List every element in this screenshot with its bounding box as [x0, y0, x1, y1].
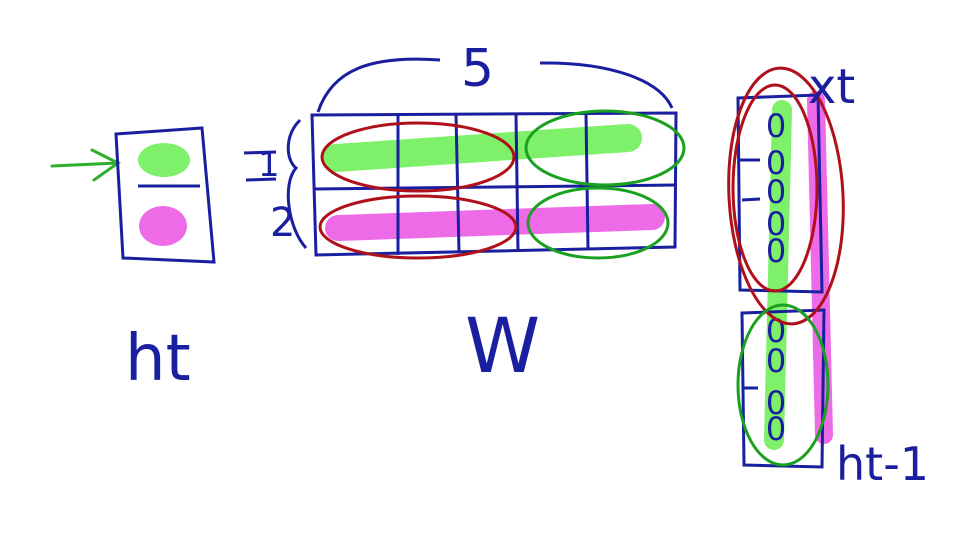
- matrix-group-rings: [318, 109, 686, 260]
- red-ring-inner: [731, 83, 819, 293]
- h-t-magenta-entry: [139, 206, 187, 246]
- x-t-box: [736, 93, 824, 294]
- row-one-label: 1: [258, 145, 280, 185]
- vector-entry: 0: [766, 205, 786, 243]
- h-t-minus-1-label: ht-1: [836, 437, 929, 491]
- x-t-label: xt: [808, 59, 855, 115]
- input-arrow: [50, 148, 121, 182]
- green-highlight: [764, 100, 792, 450]
- h-t-minus-1-box: [740, 308, 826, 469]
- row-two-highlight: [325, 204, 665, 241]
- green-ring-row-two: [526, 186, 670, 260]
- red-ring-outer: [727, 66, 845, 326]
- vector-dividers: [740, 158, 761, 390]
- vector-group-rings: [727, 66, 845, 467]
- row-one-highlight: [322, 124, 642, 172]
- vector-entry: 0: [766, 107, 786, 145]
- red-ring-row-one: [320, 121, 516, 193]
- vector-entry: 0: [766, 232, 786, 270]
- row-brace: [286, 118, 308, 250]
- h-t-vector-box: [114, 126, 216, 264]
- matrix-row-highlights: [322, 124, 665, 241]
- matrix-outline: [310, 111, 678, 257]
- vector-entry: 0: [766, 410, 786, 448]
- matrix-top-brace: [316, 57, 441, 113]
- W-label: W: [465, 301, 540, 390]
- h-t-green-entry: [138, 143, 190, 177]
- green-ring-lower: [736, 303, 830, 467]
- green-ring-row-one: [524, 109, 686, 187]
- red-ring-row-two: [318, 194, 518, 260]
- column-count-label: 5: [461, 39, 494, 99]
- row-two-label: 2: [270, 200, 295, 246]
- vector-entries: 0 0 0 0 0 0 0 0 0: [766, 107, 786, 448]
- vector-entry: 0: [766, 173, 786, 211]
- matrix-top-brace-right: [539, 61, 674, 109]
- vector-entry: 0: [766, 384, 786, 422]
- vector-entry: 0: [766, 144, 786, 182]
- h-t-label: ht: [125, 322, 191, 396]
- vector-entry: 0: [766, 342, 786, 380]
- equals-sign: [243, 150, 277, 182]
